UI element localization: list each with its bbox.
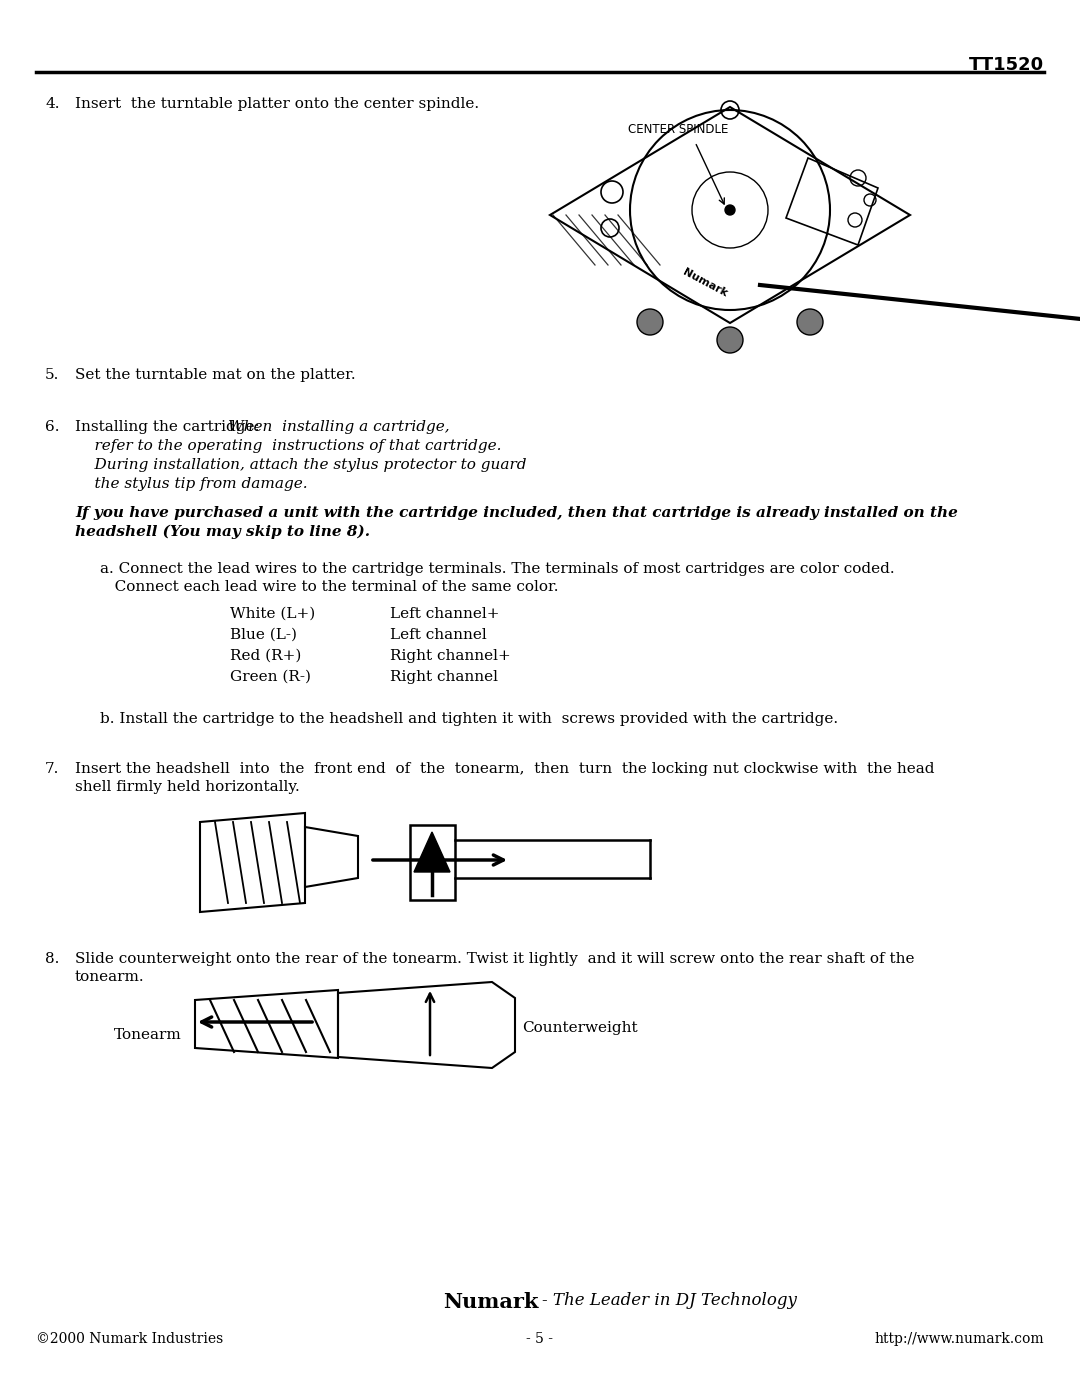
Polygon shape — [414, 833, 450, 872]
Text: When  installing a cartridge,: When installing a cartridge, — [228, 420, 449, 434]
Circle shape — [717, 327, 743, 353]
Text: Right channel: Right channel — [390, 671, 498, 685]
Text: Numark: Numark — [681, 267, 729, 299]
Text: TT1520: TT1520 — [969, 56, 1044, 74]
Text: If you have purchased a unit with the cartridge included, then that cartridge is: If you have purchased a unit with the ca… — [75, 506, 958, 520]
Text: Set the turntable mat on the platter.: Set the turntable mat on the platter. — [75, 367, 355, 381]
Text: Installing the cartridge:: Installing the cartridge: — [75, 420, 265, 434]
Text: headshell (You may skip to line 8).: headshell (You may skip to line 8). — [75, 525, 370, 539]
Text: Left channel+: Left channel+ — [390, 608, 499, 622]
Text: 4.: 4. — [45, 96, 59, 110]
Text: refer to the operating  instructions of that cartridge.: refer to the operating instructions of t… — [75, 439, 501, 453]
Text: Connect each lead wire to the terminal of the same color.: Connect each lead wire to the terminal o… — [100, 580, 558, 594]
Circle shape — [725, 205, 735, 215]
Text: a. Connect the lead wires to the cartridge terminals. The terminals of most cart: a. Connect the lead wires to the cartrid… — [100, 562, 894, 576]
Text: Right channel+: Right channel+ — [390, 650, 511, 664]
Circle shape — [637, 309, 663, 335]
Text: Slide counterweight onto the rear of the tonearm. Twist it lightly  and it will : Slide counterweight onto the rear of the… — [75, 951, 915, 965]
Text: Insert the headshell  into  the  front end  of  the  tonearm,  then  turn  the l: Insert the headshell into the front end … — [75, 761, 934, 775]
Text: 5.: 5. — [45, 367, 59, 381]
Text: 6.: 6. — [45, 420, 59, 434]
Text: 8.: 8. — [45, 951, 59, 965]
Text: Insert  the turntable platter onto the center spindle.: Insert the turntable platter onto the ce… — [75, 96, 480, 110]
Text: b. Install the cartridge to the headshell and tighten it with  screws provided w: b. Install the cartridge to the headshel… — [100, 712, 838, 726]
Text: ©2000 Numark Industries: ©2000 Numark Industries — [36, 1331, 224, 1345]
Text: CENTER SPINDLE: CENTER SPINDLE — [627, 123, 728, 136]
Text: Green (R-): Green (R-) — [230, 671, 311, 685]
Text: During installation, attach the stylus protector to guard: During installation, attach the stylus p… — [75, 458, 527, 472]
Text: Red (R+): Red (R+) — [230, 650, 301, 664]
Text: 7.: 7. — [45, 761, 59, 775]
Text: the stylus tip from damage.: the stylus tip from damage. — [75, 476, 308, 490]
Text: Counterweight: Counterweight — [522, 1021, 637, 1035]
Text: Left channel: Left channel — [390, 629, 487, 643]
Text: http://www.numark.com: http://www.numark.com — [875, 1331, 1044, 1345]
Text: shell firmly held horizontally.: shell firmly held horizontally. — [75, 780, 300, 793]
Text: - The Leader in DJ Technology: - The Leader in DJ Technology — [542, 1292, 797, 1309]
Text: tonearm.: tonearm. — [75, 970, 145, 983]
Text: White (L+): White (L+) — [230, 608, 315, 622]
Text: - 5 -: - 5 - — [527, 1331, 554, 1345]
Text: Blue (L-): Blue (L-) — [230, 629, 297, 643]
Text: Numark: Numark — [443, 1292, 538, 1312]
Circle shape — [797, 309, 823, 335]
Text: Tonearm: Tonearm — [114, 1028, 183, 1042]
